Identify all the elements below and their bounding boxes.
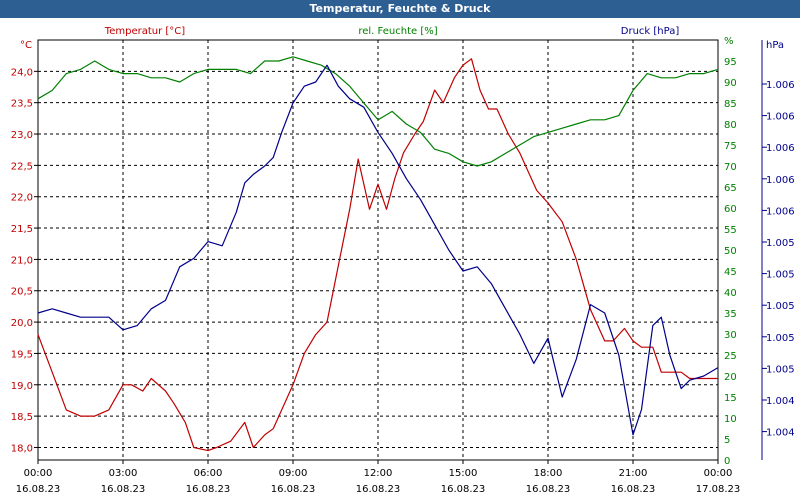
pressure-tick-label: 1.006	[766, 175, 795, 186]
humidity-tick-label: 30	[724, 330, 737, 341]
humidity-tick-label: 0	[724, 456, 730, 467]
temperature-tick-label: 23,5	[11, 99, 33, 110]
humidity-tick-label: 80	[724, 120, 737, 131]
humidity-tick-label: 15	[724, 393, 737, 404]
pressure-axis-title: Druck [hPa]	[621, 26, 680, 37]
temperature-tick-label: 18,0	[11, 443, 33, 454]
humidity-tick-label: 50	[724, 246, 737, 257]
x-tick-time: 09:00	[279, 468, 308, 479]
humidity-tick-label: 55	[724, 225, 737, 236]
pressure-tick-label: 1.006	[766, 206, 795, 217]
x-tick-time: 12:00	[364, 468, 393, 479]
temperature-tick-label: 20,5	[11, 287, 33, 298]
x-tick-date: 16.08.23	[526, 484, 571, 495]
axes-layer: 00:00 16.08.23 03:00 16.08.23 06:00 16.08.23 0…	[11, 26, 795, 495]
pressure-tick-label: 1.005	[766, 238, 795, 249]
temperature-unit-label: °C	[20, 40, 32, 51]
pressure-tick-label: 1.005	[766, 270, 795, 281]
temperature-tick-label: 24,0	[11, 67, 33, 78]
humidity-tick-label: 40	[724, 288, 737, 299]
temperature-tick-label: 20,0	[11, 318, 33, 329]
temperature-tick-label: 22,0	[11, 193, 33, 204]
temperature-tick-label: 21,5	[11, 224, 33, 235]
temperature-tick-label: 18,5	[11, 412, 33, 423]
humidity-tick-label: 85	[724, 99, 737, 110]
x-tick-time: 06:00	[194, 468, 223, 479]
temperature-tick-label: 23,0	[11, 130, 33, 141]
x-tick-date: 16.08.23	[611, 484, 656, 495]
pressure-tick-label: 1.005	[766, 301, 795, 312]
x-tick-time: 00:00	[704, 468, 733, 479]
humidity-tick-label: 10	[724, 414, 737, 425]
x-tick-time: 21:00	[619, 468, 648, 479]
temperature-tick-label: 22,5	[11, 161, 33, 172]
temperature-tick-label: 21,0	[11, 255, 33, 266]
humidity-tick-label: 45	[724, 267, 737, 278]
pressure-tick-label: 1.005	[766, 333, 795, 344]
humidity-tick-label: 60	[724, 204, 737, 215]
chart-title: Temperatur, Feuchte & Druck	[0, 0, 800, 18]
x-tick-time: 18:00	[534, 468, 563, 479]
pressure-tick-label: 1.005	[766, 364, 795, 375]
pressure-tick-label: 1.004	[766, 396, 795, 407]
humidity-tick-label: 75	[724, 141, 737, 152]
x-tick-date: 17.08.23	[696, 484, 741, 495]
x-tick-date: 16.08.23	[16, 484, 61, 495]
humidity-tick-label: %	[724, 36, 734, 47]
pressure-tick-label: 1.004	[766, 428, 795, 439]
pressure-tick-label: 1.006	[766, 80, 795, 91]
temperature-tick-label: 19,5	[11, 349, 33, 360]
series-line-temperature	[37, 58, 718, 452]
series-line-humidity	[37, 56, 719, 167]
humidity-tick-label: 90	[724, 78, 737, 89]
humidity-tick-label: 35	[724, 309, 737, 320]
x-tick-date: 16.08.23	[356, 484, 401, 495]
temperature-tick-label: 19,0	[11, 381, 33, 392]
x-tick-date: 16.08.23	[186, 484, 231, 495]
series-layer	[37, 56, 719, 452]
x-tick-time: 03:00	[109, 468, 138, 479]
humidity-tick-label: 70	[724, 162, 737, 173]
humidity-tick-label: 25	[724, 351, 737, 362]
humidity-tick-label: 95	[724, 57, 737, 68]
x-tick-date: 16.08.23	[101, 484, 146, 495]
series-line-pressure	[37, 64, 719, 436]
x-tick-time: 15:00	[449, 468, 478, 479]
grid	[38, 40, 718, 460]
humidity-axis-title: rel. Feuchte [%]	[358, 26, 437, 37]
pressure-tick-label: 1.006	[766, 112, 795, 123]
x-tick-date: 16.08.23	[271, 484, 316, 495]
x-tick-time: 00:00	[24, 468, 53, 479]
pressure-unit-label: hPa	[766, 40, 784, 51]
pressure-tick-label: 1.006	[766, 143, 795, 154]
humidity-tick-label: 65	[724, 183, 737, 194]
x-tick-date: 16.08.23	[441, 484, 486, 495]
humidity-tick-label: 20	[724, 372, 737, 383]
temperature-axis-title: Temperatur [°C]	[104, 26, 185, 37]
humidity-tick-label: 5	[724, 435, 730, 446]
